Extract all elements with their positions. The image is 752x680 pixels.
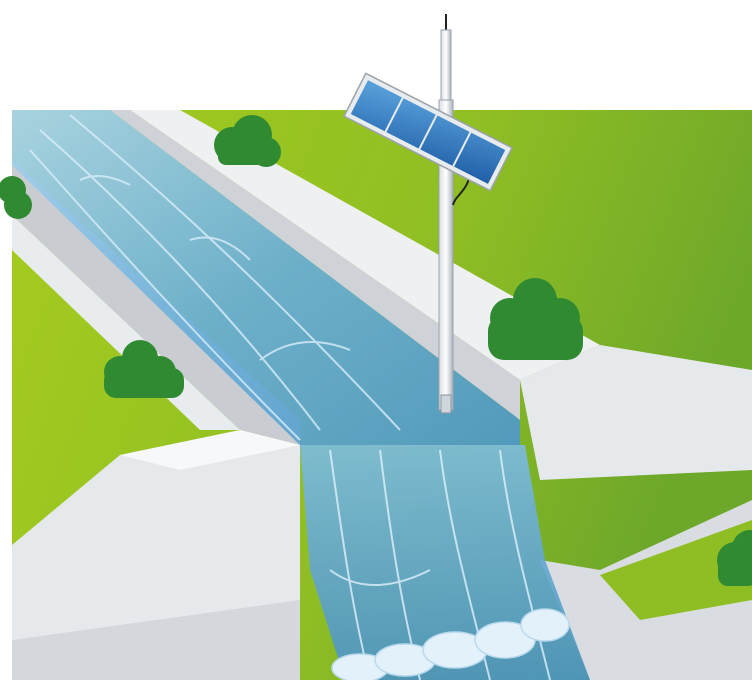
lower-grass (600, 520, 752, 620)
right-structure (520, 345, 752, 480)
pole-top (440, 29, 452, 101)
bush (0, 176, 32, 219)
right-wall-top (130, 110, 600, 380)
bush (488, 278, 583, 360)
bush (717, 530, 752, 586)
water-ripples (29, 114, 401, 441)
bush (104, 340, 184, 398)
solar-panel (343, 72, 513, 192)
bush (214, 115, 281, 167)
left-structure-base (12, 600, 300, 680)
foam (331, 608, 570, 680)
waterfall (300, 445, 590, 680)
left-structure-top (120, 430, 300, 470)
channel-water (12, 110, 520, 445)
sensor (440, 394, 452, 414)
